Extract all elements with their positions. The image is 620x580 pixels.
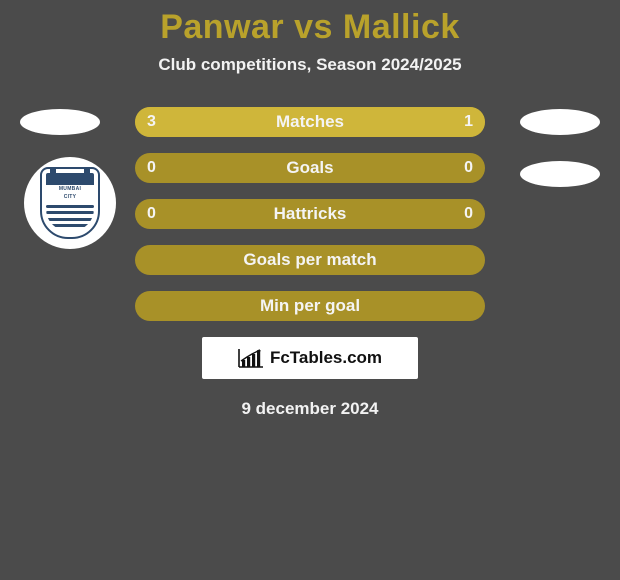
right-player-ellipse-1 bbox=[520, 109, 600, 135]
subtitle: Club competitions, Season 2024/2025 bbox=[0, 55, 620, 75]
bar-right-value: 1 bbox=[464, 113, 473, 131]
stat-bar: Hattricks0 0 bbox=[135, 199, 485, 229]
bar-right-value: 0 bbox=[464, 205, 473, 223]
bar-right-value: 0 bbox=[464, 159, 473, 177]
badge-text-line1: MUMBAI bbox=[59, 185, 81, 193]
bar-left-value: 3 bbox=[147, 113, 156, 131]
bar-fill-left bbox=[135, 107, 398, 137]
page-title: Panwar vs Mallick bbox=[0, 0, 620, 47]
brand-prefix: Fc bbox=[270, 348, 290, 367]
stat-bar: Min per goal bbox=[135, 291, 485, 321]
badge-shield: MUMBAI CITY bbox=[40, 167, 100, 239]
date-text: 9 december 2024 bbox=[0, 399, 620, 419]
source-text: FcTables.com bbox=[270, 348, 382, 368]
right-player-ellipse-2 bbox=[520, 161, 600, 187]
content-area: MUMBAI CITY Matches31Goals00Hattricks00G… bbox=[0, 107, 620, 419]
bar-left-value: 0 bbox=[147, 159, 156, 177]
brand-suffix: Tables.com bbox=[290, 348, 382, 367]
badge-castle-icon bbox=[46, 173, 94, 185]
stat-bar: Matches31 bbox=[135, 107, 485, 137]
comparison-card: Panwar vs Mallick Club competitions, Sea… bbox=[0, 0, 620, 580]
left-player-ellipse bbox=[20, 109, 100, 135]
stat-bars: Matches31Goals00Hattricks00Goals per mat… bbox=[135, 107, 485, 321]
chart-icon bbox=[238, 348, 264, 368]
badge-waves-icon bbox=[46, 201, 94, 231]
bar-label: Min per goal bbox=[135, 296, 485, 316]
bar-left-value: 0 bbox=[147, 205, 156, 223]
source-badge: FcTables.com bbox=[202, 337, 418, 379]
bar-label: Goals per match bbox=[135, 250, 485, 270]
badge-text-line2: CITY bbox=[64, 193, 77, 201]
bar-label: Goals bbox=[135, 158, 485, 178]
bar-label: Hattricks bbox=[135, 204, 485, 224]
stat-bar: Goals0 0 bbox=[135, 153, 485, 183]
left-club-badge: MUMBAI CITY bbox=[24, 157, 116, 249]
stat-bar: Goals per match bbox=[135, 245, 485, 275]
